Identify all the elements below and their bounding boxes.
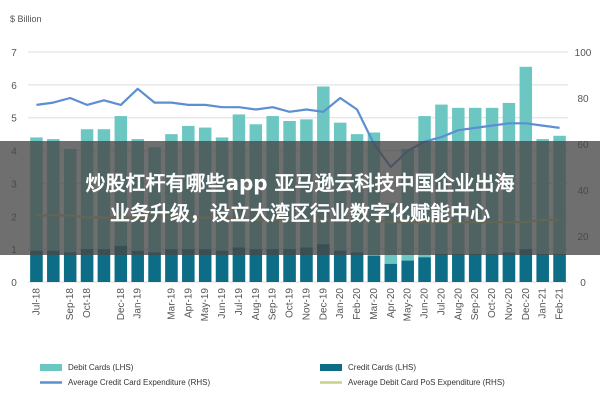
credit-card-bar: [367, 255, 381, 282]
x-tick-label: Apr-20: [386, 288, 397, 318]
x-tick-label: May-19: [200, 288, 211, 322]
x-tick-label: May-20: [403, 288, 414, 322]
x-tick-label: Aug-20: [453, 288, 464, 321]
x-tick-label: Sep-19: [268, 288, 279, 321]
credit-card-bar: [47, 250, 60, 282]
x-tick-label: Sep-18: [65, 288, 76, 321]
credit-card-bar: [283, 249, 296, 282]
credit-card-bar: [215, 250, 229, 282]
credit-card-bar: [249, 249, 263, 282]
credit-card-bar: [30, 250, 43, 282]
x-tick-label: Oct-19: [285, 288, 296, 318]
x-tick-label: Sep-20: [470, 288, 481, 321]
headline-line-2: 业务升级，设立大湾区行业数字化赋能中心: [110, 201, 490, 225]
left-tick-label: 6: [11, 81, 17, 92]
left-tick-label: 0: [11, 278, 17, 289]
right-tick-label: 0: [580, 278, 586, 289]
x-tick-label: Oct-18: [82, 288, 93, 318]
x-tick-label: Mar-19: [166, 288, 177, 320]
x-tick-label: Jul-19: [234, 288, 245, 316]
left-axis-unit: $ Billion: [10, 14, 42, 24]
x-tick-label: Jul-20: [436, 288, 447, 316]
x-tick-label: Dec-19: [318, 288, 329, 321]
x-axis-ticks: Jul-18 Sep-18 Oct-18 Dec-18 Jan-19 Mar-19 Apr-…: [31, 288, 565, 322]
credit-card-bar: [97, 249, 111, 282]
credit-card-bar: [452, 254, 465, 282]
x-tick-label: Apr-19: [183, 288, 194, 318]
x-tick-label: Nov-20: [504, 288, 515, 321]
x-tick-label: Jun-19: [217, 288, 228, 319]
chart-legend: Debit Cards (LHS) Credit Cards (LHS) Avera…: [40, 363, 505, 387]
headline-line-1: 炒股杠杆有哪些app 亚马逊云科技中国企业出海: [85, 171, 515, 195]
credit-card-bar: [333, 250, 347, 282]
legend-label: Average Credit Card Expenditure (RHS): [68, 378, 210, 387]
x-tick-label: Jun-20: [420, 288, 431, 319]
x-tick-label: Dec-18: [116, 288, 127, 321]
x-tick-label: Oct-20: [487, 288, 498, 318]
x-tick-label: Jan-21: [538, 288, 549, 319]
left-tick-label: 5: [11, 114, 17, 125]
x-tick-label: Mar-20: [369, 288, 380, 320]
credit-card-bar: [468, 254, 482, 282]
x-tick-label: Aug-19: [251, 288, 262, 321]
legend-label: Debit Cards (LHS): [68, 363, 134, 372]
credit-card-bar: [435, 254, 448, 282]
credit-card-bar: [232, 247, 246, 282]
credit-card-bar: [165, 249, 178, 282]
legend-label: Average Debit Card PoS Expenditure (RHS): [348, 378, 505, 387]
credit-card-bar: [300, 247, 313, 282]
legend-swatch: [320, 364, 342, 371]
credit-card-bar: [198, 249, 212, 282]
credit-card-bars: [30, 244, 566, 282]
x-tick-label: Jan-19: [133, 288, 144, 319]
credit-card-bar: [384, 263, 398, 282]
legend-swatch: [40, 364, 62, 371]
right-tick-label: 100: [575, 48, 592, 59]
x-tick-label: Dec-20: [521, 288, 532, 321]
credit-card-bar: [519, 249, 533, 282]
left-tick-label: 7: [11, 48, 17, 59]
x-tick-label: Jan-20: [335, 288, 346, 319]
x-tick-label: Jul-18: [31, 288, 42, 316]
credit-card-bar: [131, 250, 144, 282]
credit-card-bar: [536, 254, 549, 282]
credit-card-bar: [80, 249, 94, 282]
credit-card-bar: [553, 254, 566, 282]
credit-card-bar: [182, 249, 195, 282]
credit-card-bar: [63, 252, 77, 282]
x-tick-label: Feb-20: [352, 288, 363, 320]
credit-card-bar: [148, 252, 161, 282]
legend-label: Credit Cards (LHS): [348, 363, 416, 372]
credit-expenditure-line: [36, 87, 560, 169]
credit-card-bar: [401, 260, 414, 282]
credit-card-bar: [502, 252, 516, 282]
credit-card-bar: [266, 249, 279, 282]
headline-banner: 炒股杠杆有哪些app 亚马逊云科技中国企业出海 业务升级，设立大湾区行业数字化赋…: [0, 141, 600, 255]
x-tick-label: Nov-19: [301, 288, 312, 321]
credit-card-bar: [485, 254, 499, 282]
credit-card-bar: [418, 257, 431, 282]
right-tick-label: 80: [577, 94, 589, 105]
x-tick-label: Feb-21: [555, 288, 566, 320]
credit-card-bar: [350, 252, 364, 282]
